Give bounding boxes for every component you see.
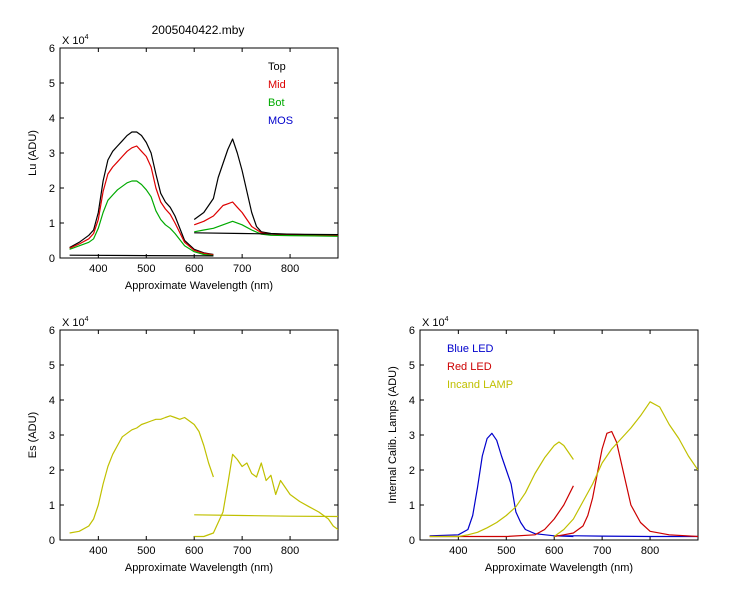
- y-multiplier: X 104: [62, 316, 89, 329]
- series-line-unnamed-seg2: [194, 514, 338, 518]
- y-axis-label: Internal Calib. Lamps (ADU): [387, 366, 399, 504]
- y-tick-label: 2: [49, 183, 55, 195]
- legend-entry-red-led: Red LED: [447, 361, 492, 373]
- x-tick-label: 400: [89, 545, 107, 557]
- y-multiplier-exponent: 4: [445, 316, 449, 323]
- y-multiplier: X 104: [62, 34, 89, 47]
- x-tick-label: 500: [137, 545, 155, 557]
- y-tick-label: 3: [49, 430, 55, 442]
- series-line-incand-lamp-seg0: [429, 441, 574, 538]
- y-tick-label: 0: [49, 253, 55, 265]
- series-line-red-led-seg0: [429, 485, 574, 538]
- y-tick-label: 6: [49, 325, 55, 337]
- legend-entry-bot: Bot: [268, 97, 285, 109]
- plot-frame: [59, 329, 339, 541]
- figure-title: 2005040422.mby: [152, 23, 245, 37]
- y-tick-label: 4: [409, 395, 415, 407]
- y-tick-label: 0: [49, 535, 55, 547]
- series-line-mid-seg0: [69, 145, 214, 256]
- series-line-top-seg1: [193, 138, 338, 236]
- y-tick-label: 6: [49, 43, 55, 55]
- x-tick-label: 700: [233, 545, 251, 557]
- x-tick-label: 400: [89, 263, 107, 275]
- series-lines: [69, 415, 338, 538]
- legend-entry-mid: Mid: [268, 79, 286, 91]
- y-multiplier-base: X 10: [62, 317, 85, 329]
- series-line-incand-lamp-seg1: [553, 401, 698, 537]
- y-tick-label: 1: [49, 218, 55, 230]
- y-multiplier-exponent: 4: [85, 34, 89, 41]
- series-line-unnamed-seg1: [194, 453, 338, 538]
- series-lines: [429, 401, 698, 538]
- legend-entry-top: Top: [268, 61, 286, 73]
- series-line-unnamed-seg0: [69, 254, 214, 257]
- y-tick-label: 3: [409, 430, 415, 442]
- y-tick-label: 1: [49, 500, 55, 512]
- series-line-red-led-seg1: [554, 430, 698, 538]
- y-tick-label: 3: [49, 148, 55, 160]
- y-tick-label: 5: [409, 360, 415, 372]
- series-line-unnamed-seg1: [194, 232, 338, 236]
- series-line-bot-seg0: [69, 180, 214, 257]
- y-tick-label: 5: [49, 360, 55, 372]
- y-multiplier-exponent: 4: [85, 316, 89, 323]
- x-tick-label: 800: [641, 545, 659, 557]
- x-tick-label: 800: [281, 263, 299, 275]
- y-axis-label: Lu (ADU): [27, 130, 39, 176]
- legend-entry-mos: MOS: [268, 115, 293, 127]
- x-tick-label: 600: [545, 545, 563, 557]
- y-tick-label: 6: [409, 325, 415, 337]
- plot-frame: [59, 47, 339, 259]
- series-line-blue-led-seg1: [554, 535, 698, 538]
- x-axis-label: Approximate Wavelength (nm): [125, 562, 273, 574]
- y-tick-label: 5: [49, 78, 55, 90]
- series-line-unnamed-seg0: [69, 415, 214, 534]
- series-lines: [69, 131, 338, 257]
- y-tick-label: 0: [409, 535, 415, 547]
- x-axis-label: Approximate Wavelength (nm): [485, 562, 633, 574]
- series-line-bot-seg1: [194, 220, 338, 237]
- x-tick-label: 500: [137, 263, 155, 275]
- x-axis-label: Approximate Wavelength (nm): [125, 280, 273, 292]
- y-multiplier-base: X 10: [62, 35, 85, 47]
- x-tick-label: 700: [233, 263, 251, 275]
- y-tick-label: 2: [409, 465, 415, 477]
- y-multiplier-base: X 10: [422, 317, 445, 329]
- y-tick-label: 2: [49, 465, 55, 477]
- y-multiplier: X 104: [422, 316, 449, 329]
- series-line-top-seg0: [69, 131, 214, 256]
- x-tick-label: 500: [497, 545, 515, 557]
- y-tick-label: 4: [49, 395, 55, 407]
- x-tick-label: 400: [449, 545, 467, 557]
- y-axis-label: Es (ADU): [27, 412, 39, 458]
- legend-entry-blue-led: Blue LED: [447, 343, 494, 355]
- x-tick-label: 800: [281, 545, 299, 557]
- legend-entry-incand-lamp: Incand LAMP: [447, 379, 513, 391]
- y-tick-label: 4: [49, 113, 55, 125]
- x-tick-label: 700: [593, 545, 611, 557]
- series-line-blue-led-seg0: [429, 432, 574, 538]
- x-tick-label: 600: [185, 263, 203, 275]
- y-tick-label: 1: [409, 500, 415, 512]
- series-line-mid-seg1: [193, 201, 338, 237]
- x-tick-label: 600: [185, 545, 203, 557]
